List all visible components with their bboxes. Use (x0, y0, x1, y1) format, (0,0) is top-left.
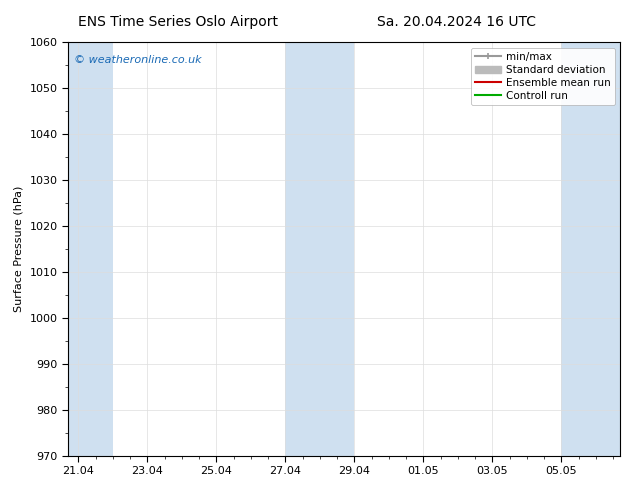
Legend: min/max, Standard deviation, Ensemble mean run, Controll run: min/max, Standard deviation, Ensemble me… (470, 48, 615, 105)
Bar (68, 43, 113, 456)
Text: © weatheronline.co.uk: © weatheronline.co.uk (74, 55, 201, 65)
Bar (285, 43, 354, 456)
Text: Sa. 20.04.2024 16 UTC: Sa. 20.04.2024 16 UTC (377, 15, 536, 29)
Text: ENS Time Series Oslo Airport: ENS Time Series Oslo Airport (77, 15, 278, 29)
Y-axis label: Surface Pressure (hPa): Surface Pressure (hPa) (14, 186, 24, 312)
Bar (562, 43, 620, 456)
